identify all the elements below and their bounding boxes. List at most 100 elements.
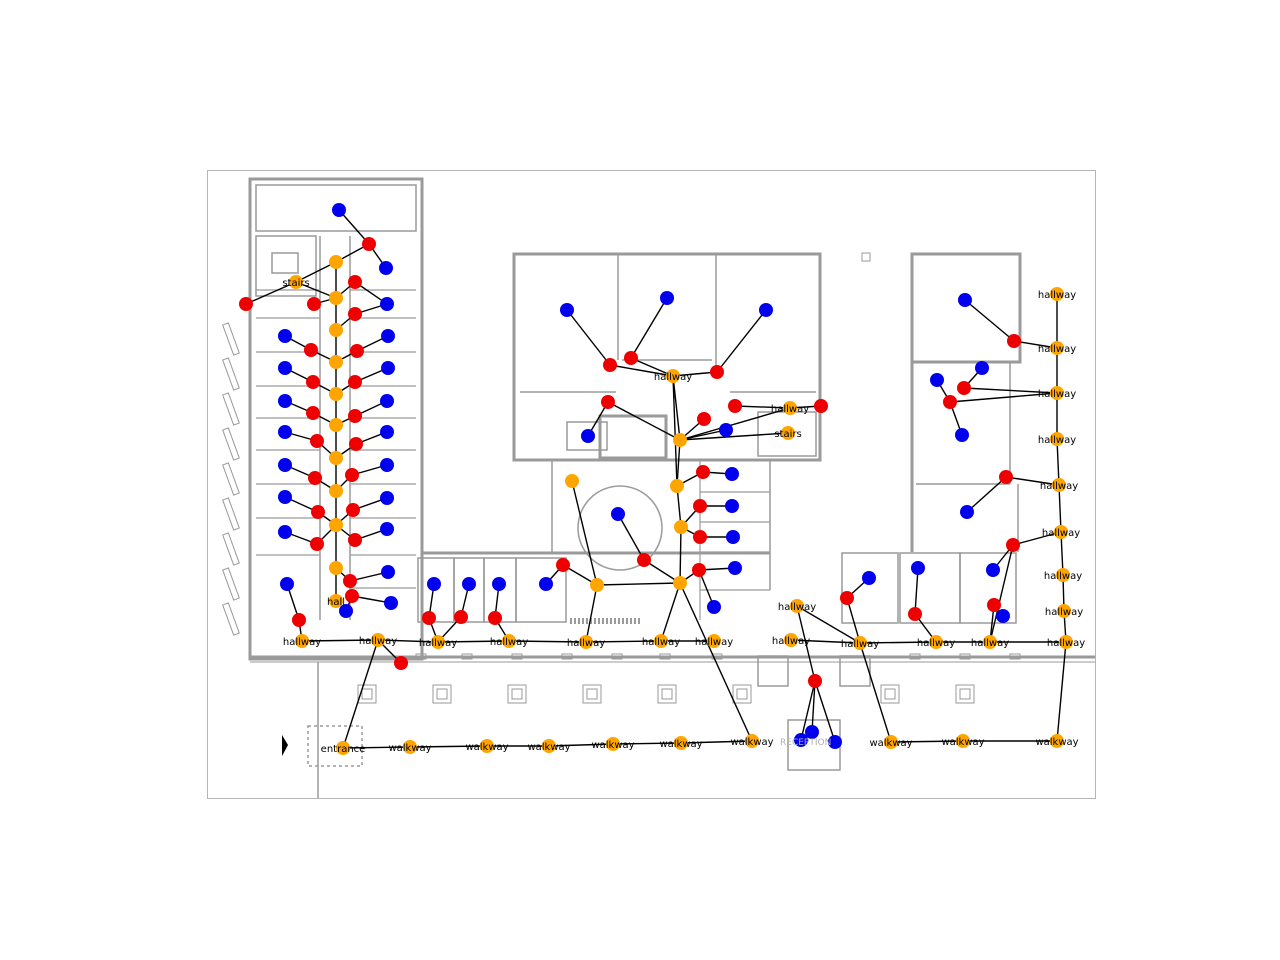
graph-edge [245, 281, 297, 305]
room-node [794, 733, 808, 747]
hallway-node [784, 633, 798, 647]
hallway-node [1052, 478, 1066, 492]
door-node [1006, 538, 1020, 552]
room-node [380, 458, 394, 472]
graph-edge [660, 582, 681, 642]
graph-edge [672, 371, 718, 377]
door-node [306, 375, 320, 389]
hallway-node [329, 323, 343, 337]
graph-edge [1012, 531, 1062, 546]
room-node [380, 522, 394, 536]
graph-edge [566, 309, 611, 366]
hallway-node [1050, 341, 1064, 355]
hallway-node [674, 520, 688, 534]
room-node [462, 577, 476, 591]
node-label: walkway [659, 739, 702, 750]
hallway-node [1057, 604, 1071, 618]
door-node [696, 465, 710, 479]
hallway-node [431, 635, 445, 649]
room-node [380, 425, 394, 439]
door-node [348, 409, 362, 423]
graph-edge [679, 432, 789, 441]
graph-edge [680, 740, 753, 744]
node-label: hallway [419, 638, 457, 649]
door-node [1007, 334, 1021, 348]
middle-inner-box [598, 414, 668, 460]
door-node [307, 297, 321, 311]
room-node [278, 329, 292, 343]
graph-edge [890, 740, 964, 743]
floor-plan-walls [207, 170, 1096, 799]
door-node [693, 530, 707, 544]
room-node [611, 507, 625, 521]
hallway-node [403, 740, 417, 754]
node-label: hallway [283, 637, 321, 648]
hallway-node [1050, 432, 1064, 446]
graph-edge [672, 375, 678, 487]
graph-edge [630, 357, 674, 377]
hallway-node [884, 735, 898, 749]
node-label: hallway [1038, 290, 1076, 301]
bay-wall-right [839, 655, 871, 687]
graph-edge [609, 364, 674, 377]
door-node [943, 395, 957, 409]
small-room-4 [515, 557, 567, 623]
room-node [955, 428, 969, 442]
graph-labels: stairs hallway hallway hallway hallway hallwa… [282, 278, 1085, 755]
hallway-node [329, 561, 343, 575]
door-node [697, 412, 711, 426]
door-node [304, 343, 318, 357]
graph-edge [846, 597, 861, 644]
door-node [601, 395, 615, 409]
room-node [381, 361, 395, 375]
node-label: hallway [642, 637, 680, 648]
hallway-node [329, 594, 343, 608]
hallway-node [329, 387, 343, 401]
room-node [725, 467, 739, 481]
top-room-outline [255, 184, 417, 232]
graph-edge [796, 605, 816, 682]
hallway-node [929, 635, 943, 649]
middle-small-box [566, 421, 608, 451]
door-node [603, 358, 617, 372]
graph-edge [734, 405, 791, 409]
door-node [488, 611, 502, 625]
door-node [348, 307, 362, 321]
room-node [539, 577, 553, 591]
graph-edge [612, 742, 682, 745]
graph-edge [814, 680, 836, 743]
node-label: hallway [490, 637, 528, 648]
right-lower-room-1 [841, 552, 899, 624]
graph-edge [989, 544, 1014, 643]
node-label: hallway [1042, 528, 1080, 539]
door-node [710, 365, 724, 379]
door-node [692, 563, 706, 577]
room-node [278, 458, 292, 472]
node-label: stairs [774, 429, 801, 440]
entrance-vestibule [307, 725, 363, 767]
hallway-node [295, 634, 309, 648]
node-label: hallway [1038, 435, 1076, 446]
door-node [346, 503, 360, 517]
room-node [960, 505, 974, 519]
node-label: walkway [1035, 737, 1078, 748]
door-node [349, 437, 363, 451]
node-label: walkway [465, 742, 508, 753]
room-node [911, 561, 925, 575]
node-label: hallway [1038, 344, 1076, 355]
hallway-node [329, 291, 343, 305]
graph-edge [437, 640, 510, 643]
graph-edge [679, 526, 682, 584]
node-label: hallway [1040, 481, 1078, 492]
room-node [725, 499, 739, 513]
middle-block-outline [512, 252, 822, 462]
door-node [422, 611, 436, 625]
door-node [808, 674, 822, 688]
room-node [958, 293, 972, 307]
reception-label: RECEPTION [780, 738, 831, 748]
door-node [637, 553, 651, 567]
round-room [577, 485, 663, 571]
hallway-node [289, 275, 303, 289]
hallway-node [329, 451, 343, 465]
